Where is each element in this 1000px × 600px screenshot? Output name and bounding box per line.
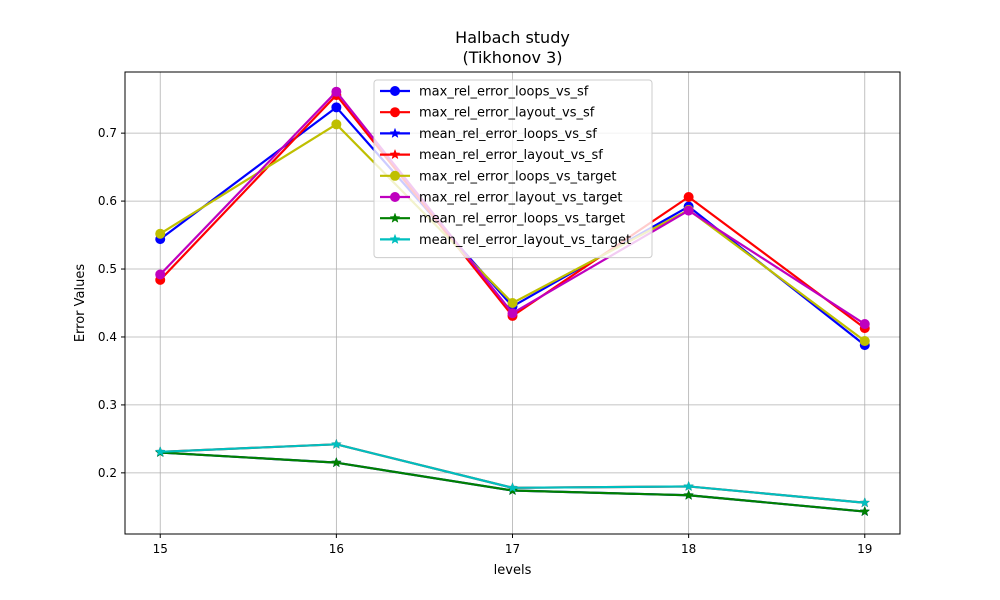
- data-point: [859, 336, 870, 347]
- x-tick-label: 19: [857, 542, 872, 556]
- y-tick-label: 0.3: [98, 398, 117, 412]
- data-point: [683, 192, 694, 203]
- data-point: [859, 497, 871, 508]
- legend-marker: [389, 233, 401, 245]
- legend-entry: max_rel_error_layout_vs_sf: [380, 106, 595, 121]
- legend-marker: [389, 148, 401, 160]
- x-tick-label: 17: [505, 542, 520, 556]
- legend-label: mean_rel_error_layout_vs_sf: [419, 148, 603, 163]
- data-point: [155, 228, 166, 239]
- legend-label: mean_rel_error_layout_vs_target: [419, 233, 631, 248]
- legend-marker: [390, 107, 400, 118]
- legend-entry: mean_rel_error_layout_vs_sf: [380, 148, 603, 163]
- y-tick-label: 0.6: [98, 194, 117, 208]
- x-tick-label: 16: [329, 542, 344, 556]
- series-layer: [154, 86, 871, 517]
- legend-box: [373, 79, 653, 259]
- data-point: [154, 446, 166, 457]
- legend-entry: mean_rel_error_loops_vs_target: [380, 212, 625, 227]
- data-point: [330, 438, 342, 449]
- y-tick-label: 0.7: [98, 126, 117, 140]
- data-point: [507, 298, 518, 308]
- series-max_rel_error_layout_vs_target: [155, 86, 870, 330]
- data-point: [331, 102, 342, 113]
- data-point: [683, 480, 695, 492]
- data-point: [155, 269, 166, 280]
- y-tick-label: 0.2: [98, 466, 117, 480]
- legend-entry: max_rel_error_loops_vs_target: [380, 169, 617, 184]
- legend-marker: [389, 212, 401, 223]
- legend-entry: mean_rel_error_layout_vs_target: [380, 233, 631, 248]
- legend: max_rel_error_loops_vs_sf max_rel_error_l…: [373, 79, 653, 259]
- ticks: 15 16 17 18 19 0.2 0.3 0.4 0.5 0.6 0.7: [98, 126, 873, 556]
- data-point: [507, 308, 518, 319]
- data-point: [507, 482, 518, 493]
- legend-entry: max_rel_error_loops_vs_sf: [380, 85, 589, 100]
- data-point: [331, 86, 342, 97]
- legend-label: mean_rel_error_loops_vs_target: [419, 212, 625, 227]
- legend-label: max_rel_error_layout_vs_target: [419, 191, 623, 206]
- legend-marker: [390, 86, 400, 96]
- legend-entry: mean_rel_error_loops_vs_sf: [380, 127, 597, 142]
- legend-label: max_rel_error_loops_vs_sf: [419, 85, 589, 100]
- chart-subtitle: (Tikhonov 3): [462, 48, 562, 67]
- data-point: [331, 119, 342, 130]
- legend-marker: [390, 192, 400, 202]
- legend-label: max_rel_error_layout_vs_sf: [419, 106, 595, 121]
- data-point: [683, 489, 695, 500]
- data-point: [683, 205, 694, 216]
- data-point: [330, 456, 342, 468]
- legend-marker: [390, 170, 400, 181]
- x-tick-label: 15: [153, 542, 168, 556]
- legend-label: mean_rel_error_loops_vs_sf: [419, 127, 597, 142]
- data-point: [859, 319, 870, 330]
- y-tick-label: 0.4: [98, 330, 117, 344]
- legend-marker: [389, 127, 401, 139]
- y-tick-label: 0.5: [98, 262, 117, 276]
- y-axis-label: Error Values: [73, 264, 88, 343]
- data-point: [859, 505, 871, 517]
- legend-label: max_rel_error_loops_vs_target: [419, 169, 617, 184]
- legend-entry: max_rel_error_layout_vs_target: [380, 191, 623, 206]
- series-mean_rel_error_layout_vs_target: [154, 438, 871, 508]
- x-axis-label: levels: [494, 563, 532, 578]
- x-tick-label: 18: [681, 542, 696, 556]
- chart-title: Halbach study: [455, 28, 570, 47]
